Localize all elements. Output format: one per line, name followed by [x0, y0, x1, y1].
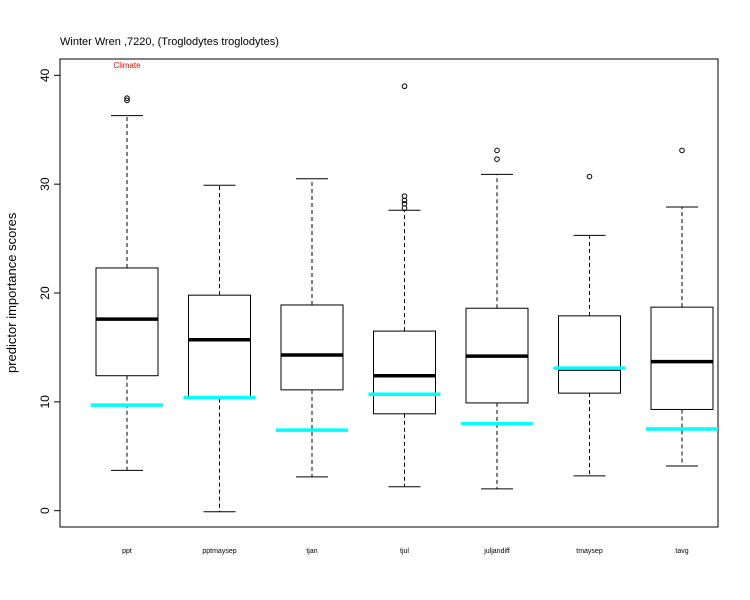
box [650, 306, 714, 410]
outlier-point [679, 147, 685, 154]
x-category-label: pptmaysep [202, 548, 236, 555]
box [95, 267, 159, 377]
plot-frame [59, 58, 719, 528]
outlier-point [494, 156, 500, 162]
outlier-point [124, 95, 130, 101]
outlier-point [494, 147, 500, 154]
box [558, 315, 621, 394]
y-tick-label: 0 [38, 507, 52, 514]
y-tick-label: 20 [38, 286, 52, 300]
x-category-label: ppt [122, 548, 132, 555]
x-category-label: tjan [306, 548, 317, 555]
y-tick-label: 10 [38, 395, 52, 409]
x-category-label: tavg [675, 548, 688, 555]
x-category-label: tjul [400, 548, 409, 555]
chart-title: Winter Wren ,7220, (Troglodytes troglody… [60, 36, 279, 48]
outlier-point [586, 173, 593, 180]
x-category-label: juljandiff [483, 548, 510, 555]
y-tick-label: 40 [38, 68, 52, 82]
y-tick-label: 30 [38, 177, 52, 191]
box [280, 304, 344, 391]
box [373, 330, 436, 415]
annotation-label: Climate [113, 61, 141, 70]
box [188, 294, 251, 400]
outlier-point [401, 193, 408, 199]
outlier-point [124, 97, 130, 104]
outlier-point [401, 83, 408, 90]
outlier-point [401, 200, 408, 207]
x-category-label: tmaysep [576, 548, 603, 555]
